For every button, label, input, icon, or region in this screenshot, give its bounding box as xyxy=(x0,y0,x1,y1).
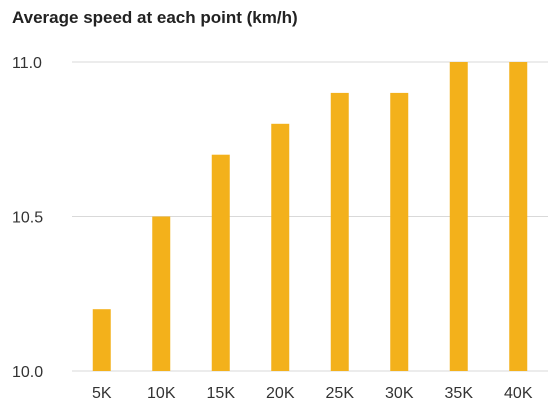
gridlines xyxy=(72,61,548,372)
y-tick-label: 10.5 xyxy=(12,210,43,227)
bar-30K xyxy=(390,92,409,372)
x-tick-label: 30K xyxy=(385,385,414,402)
bar-10K xyxy=(152,216,171,371)
x-tick-label: 35K xyxy=(445,385,474,402)
chart-title: Average speed at each point (km/h) xyxy=(12,8,298,27)
x-axis-ticks: 5K 10K 15K 20K 25K 30K 35K 40K xyxy=(92,385,533,402)
bar-40K xyxy=(509,62,528,371)
x-tick-label: 40K xyxy=(504,385,533,402)
bars xyxy=(92,62,528,372)
bar-35K xyxy=(449,62,468,371)
y-tick-label: 10.0 xyxy=(12,364,43,381)
x-tick-label: 25K xyxy=(326,385,355,402)
bar-20K xyxy=(271,123,290,371)
bar-5K xyxy=(92,309,111,371)
x-tick-label: 20K xyxy=(266,385,295,402)
bar-15K xyxy=(211,154,230,371)
x-tick-label: 10K xyxy=(147,385,176,402)
bar-25K xyxy=(330,92,349,372)
y-axis-ticks: 10.0 10.5 11.0 xyxy=(12,55,43,381)
x-tick-label: 5K xyxy=(92,385,112,402)
y-tick-label: 11.0 xyxy=(12,55,42,72)
x-tick-label: 15K xyxy=(207,385,236,402)
